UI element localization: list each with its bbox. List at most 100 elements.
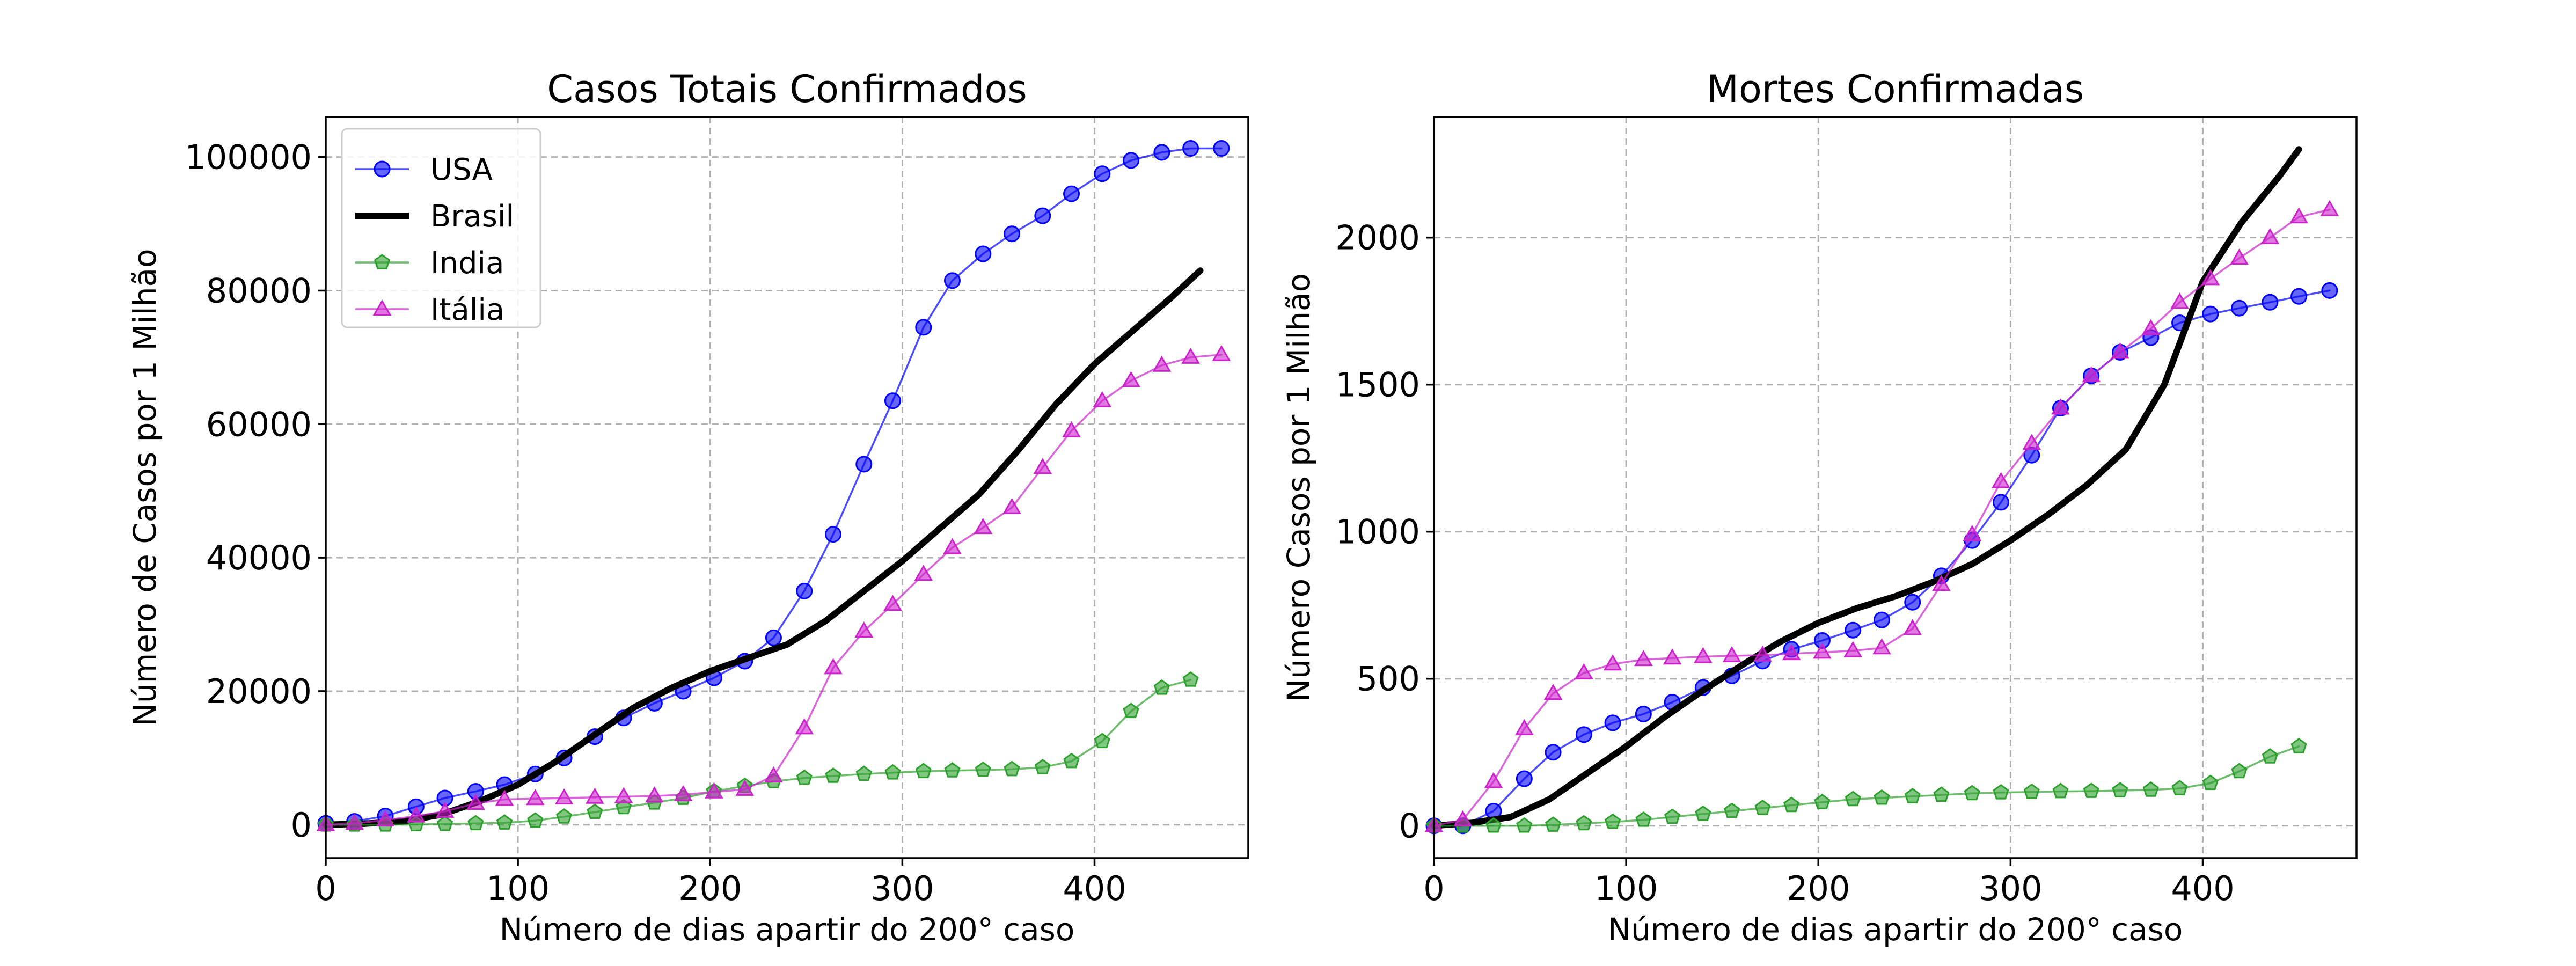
ticks: 0 100 200 300 400 0 20000 40000 60000 80000 100000 xyxy=(185,138,1126,908)
legend-marker xyxy=(374,160,391,178)
ticks: 0 100 200 300 400 0 500 1000 1500 2000 xyxy=(1335,218,2234,908)
data-point xyxy=(1516,817,1533,833)
y-axis-label: Número Casos por 1 Milhão xyxy=(1280,273,1317,702)
data-point xyxy=(975,245,992,262)
data-point xyxy=(1724,802,1740,818)
data-point xyxy=(1484,772,1503,788)
legend: USA Brasil India Itália xyxy=(341,128,541,328)
data-point xyxy=(1123,702,1139,719)
data-point xyxy=(2230,248,2249,265)
data-point xyxy=(1813,642,1832,659)
series-usa xyxy=(317,140,1230,832)
data-point xyxy=(2290,737,2307,753)
data-point xyxy=(1992,472,2010,488)
data-point xyxy=(1872,638,1891,655)
legend-entry-brasil: Brasil xyxy=(355,199,514,234)
legend-marker xyxy=(372,299,392,316)
series-italia xyxy=(1424,200,2339,832)
data-point xyxy=(2231,763,2248,779)
data-point xyxy=(1485,817,1502,833)
chart-title: Casos Totais Confirmados xyxy=(547,67,1027,111)
data-point xyxy=(645,786,664,803)
data-point xyxy=(854,621,874,638)
axes-frame xyxy=(325,116,1249,859)
series-line xyxy=(1433,289,2331,827)
x-tick-label: 400 xyxy=(2171,869,2234,908)
x-tick-label: 100 xyxy=(1594,869,1658,908)
data-point xyxy=(1843,641,1862,657)
data-point xyxy=(943,272,961,289)
data-point xyxy=(2111,342,2129,359)
data-point xyxy=(1515,719,1534,735)
legend-label: Brasil xyxy=(430,199,514,234)
data-point xyxy=(1004,760,1020,777)
data-point xyxy=(1814,794,1831,809)
data-point xyxy=(2321,282,2338,299)
data-point xyxy=(1873,611,1890,628)
data-point xyxy=(587,803,603,819)
data-point xyxy=(554,788,574,804)
data-point xyxy=(1604,813,1621,829)
data-point xyxy=(586,787,604,804)
y-tick-label: 0 xyxy=(1399,807,1420,846)
series xyxy=(1424,146,2339,835)
data-point xyxy=(525,789,545,806)
data-point xyxy=(1213,140,1230,157)
x-tick-label: 200 xyxy=(678,869,742,908)
data-point xyxy=(2112,782,2128,797)
data-point xyxy=(496,814,513,830)
series-italia xyxy=(316,345,1231,831)
data-point xyxy=(1545,816,1562,832)
y-tick-label: 60000 xyxy=(206,405,312,444)
data-point xyxy=(2022,434,2041,450)
data-point xyxy=(1122,371,1140,387)
data-point xyxy=(1576,815,1592,831)
data-point xyxy=(1695,805,1711,821)
data-point xyxy=(2170,292,2189,309)
data-point xyxy=(1754,799,1771,815)
data-point xyxy=(796,769,813,785)
data-point xyxy=(1783,796,1800,813)
data-point xyxy=(764,766,783,782)
data-point xyxy=(1002,497,1021,514)
data-point xyxy=(466,794,485,810)
data-point xyxy=(2171,780,2188,795)
data-point xyxy=(436,815,453,831)
data-point xyxy=(2202,774,2219,791)
data-point xyxy=(915,319,932,336)
data-point xyxy=(1033,458,1052,474)
data-point xyxy=(1094,165,1111,182)
data-point xyxy=(796,582,813,599)
legend-marker xyxy=(374,254,391,269)
data-point xyxy=(2052,782,2069,799)
data-point xyxy=(1904,788,1921,803)
series-line xyxy=(325,354,1223,826)
chart-total-cases: Casos Totais Confirmados Número de dias … xyxy=(127,67,1249,948)
legend-entry-usa: USA xyxy=(355,152,493,187)
x-tick-label: 100 xyxy=(486,869,550,908)
x-axis-label: Número de dias apartir do 200° caso xyxy=(500,911,1075,948)
data-point xyxy=(1062,421,1081,437)
data-point xyxy=(1182,140,1199,157)
y-tick-label: 2000 xyxy=(1335,218,1420,258)
y-tick-label: 1000 xyxy=(1335,513,1420,552)
data-point xyxy=(2260,228,2280,244)
x-tick-label: 0 xyxy=(1423,869,1444,908)
x-tick-label: 300 xyxy=(870,869,934,908)
data-point xyxy=(1181,347,1200,364)
data-point xyxy=(345,814,364,830)
data-point xyxy=(914,565,933,581)
data-point xyxy=(824,658,843,675)
data-point xyxy=(1516,770,1533,787)
data-point xyxy=(2023,783,2040,799)
data-point xyxy=(2231,299,2248,317)
data-point xyxy=(735,779,754,796)
data-point xyxy=(1933,786,1950,802)
data-point xyxy=(883,595,902,611)
legend-entry-india: India xyxy=(355,246,504,281)
data-point xyxy=(944,762,961,778)
data-point xyxy=(1993,784,2009,800)
x-tick-label: 0 xyxy=(315,869,336,908)
data-point xyxy=(1604,714,1621,731)
